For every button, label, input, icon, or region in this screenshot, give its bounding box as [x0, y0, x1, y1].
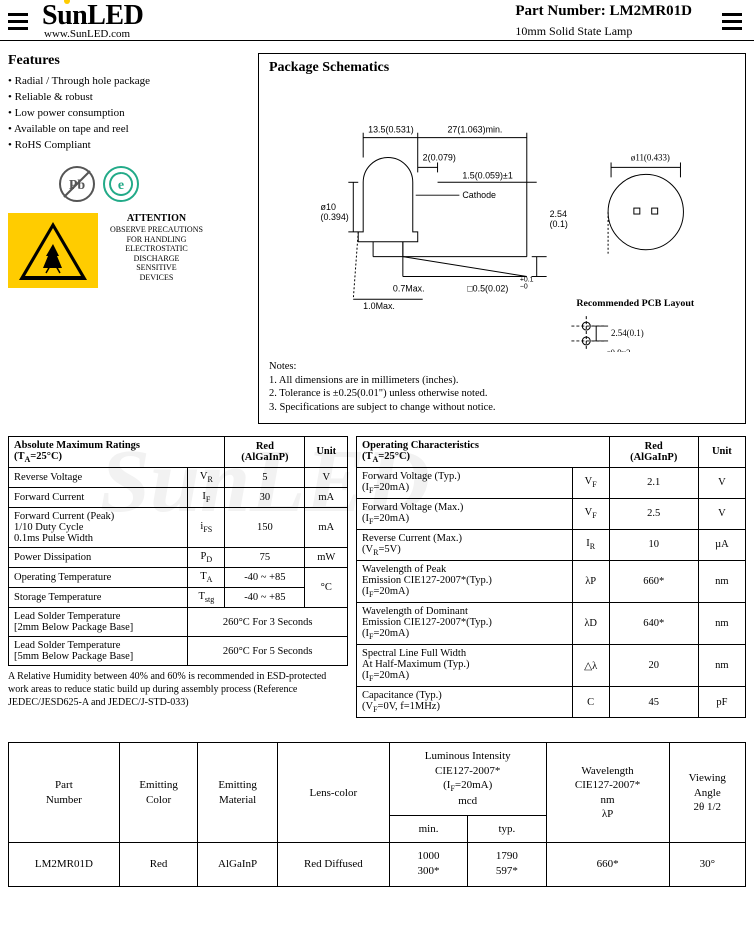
package-drawing: 13.5(0.531) 27(1.063)min. 2(0.079) 1.5(0… [269, 82, 735, 352]
svg-text:2(0.079): 2(0.079) [423, 152, 456, 162]
feature-item: Reliable & robust [8, 91, 238, 103]
logo-text: SunLED [42, 2, 143, 30]
menu-icon-right[interactable] [722, 13, 746, 30]
schematics-section: Package Schematics 13.5(0.531) [258, 53, 746, 424]
svg-text:27(1.063)min.: 27(1.063)min. [447, 125, 502, 135]
abs-col-unit: Unit [305, 436, 348, 467]
part-info: Part Number: LM2MR01D 10mm Solid State L… [515, 3, 692, 39]
svg-text:+0.1−0: +0.1−0 [520, 276, 534, 290]
feature-item: RoHS Compliant [8, 139, 238, 151]
features-title: Features [8, 53, 238, 69]
features-section: Features Radial / Through hole package R… [8, 53, 238, 424]
abs-col-red: Red(AlGaInP) [225, 436, 305, 467]
part-number-line: Part Number: LM2MR01D [515, 3, 692, 20]
feature-item: Low power consumption [8, 107, 238, 119]
schematics-title: Package Schematics [269, 60, 735, 76]
part-description: 10mm Solid State Lamp [515, 24, 692, 39]
esd-triangle-icon [8, 213, 98, 288]
header: SunLED www.SunLED.com Part Number: LM2MR… [0, 0, 754, 41]
feature-item: Radial / Through hole package [8, 75, 238, 87]
svg-text:1.0Max.: 1.0Max. [363, 301, 395, 311]
svg-text:□0.5(0.02): □0.5(0.02) [467, 283, 508, 293]
svg-text:ø11(0.433): ø11(0.433) [631, 152, 670, 162]
svg-text:13.5(0.531): 13.5(0.531) [368, 125, 414, 135]
svg-text:2.54(0.1): 2.54(0.1) [611, 328, 644, 338]
absolute-max-table: Absolute Maximum Ratings(TA=25°C) Red(Al… [8, 436, 348, 667]
feature-item: Available on tape and reel [8, 123, 238, 135]
abs-title: Absolute Maximum Ratings(TA=25°C) [9, 436, 225, 467]
eco-icon: e [102, 165, 140, 203]
svg-text:e: e [118, 178, 124, 193]
svg-text:Cathode: Cathode [462, 190, 496, 200]
attention-text: ATTENTION OBSERVE PRECAUTIONS FOR HANDLI… [110, 213, 203, 283]
schematic-notes: Notes: 1. All dimensions are in millimet… [269, 360, 735, 415]
operating-char-table: Operating Characteristics(TA=25°C) Red(A… [356, 436, 746, 719]
svg-text:ø0.9x2: ø0.9x2 [606, 348, 631, 352]
menu-icon[interactable] [8, 13, 32, 30]
svg-text:ø10(0.394): ø10(0.394) [321, 202, 349, 222]
logo-block: SunLED www.SunLED.com [42, 2, 143, 40]
svg-text:Recommended PCB Layout: Recommended PCB Layout [576, 298, 694, 309]
main: Features Radial / Through hole package R… [0, 41, 754, 899]
features-list: Radial / Through hole package Reliable &… [8, 75, 238, 151]
svg-text:0.7Max.: 0.7Max. [393, 283, 425, 293]
abs-footnote: A Relative Humidity between 40% and 60% … [8, 670, 348, 709]
compliance-badges: Pb e [58, 165, 238, 203]
esd-warning: ATTENTION OBSERVE PRECAUTIONS FOR HANDLI… [8, 213, 238, 288]
svg-text:2.54(0.1): 2.54(0.1) [550, 209, 568, 229]
pb-free-icon: Pb [58, 165, 96, 203]
part-summary-table: PartNumber EmittingColor EmittingMateria… [8, 742, 746, 887]
svg-text:1.5(0.059)±1: 1.5(0.059)±1 [462, 170, 512, 180]
